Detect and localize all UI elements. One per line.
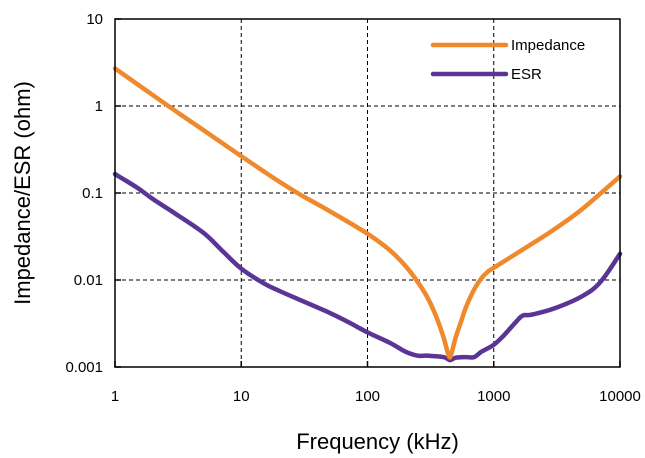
x-axis-ticks: 1 10 100 1000 10000: [111, 361, 641, 405]
y-axis-title: Impedance/ESR (ohm): [10, 81, 35, 305]
x-tick-label: 10: [233, 388, 250, 405]
x-tick-label: 10000: [599, 388, 641, 405]
x-tick-label: 100: [355, 388, 380, 405]
x-axis-title: Frequency (kHz): [296, 429, 459, 454]
series-lines: [112, 66, 623, 363]
grid-lines: [115, 19, 620, 367]
y-tick-label: 0.01: [74, 272, 103, 289]
legend-label-esr: ESR: [511, 66, 542, 83]
legend-label-impedance: Impedance: [511, 37, 585, 54]
series-line-impedance: [112, 66, 623, 360]
y-tick-label: 10: [86, 11, 103, 28]
legend: Impedance ESR: [430, 37, 585, 83]
y-tick-label: 0.1: [82, 185, 103, 202]
x-tick-label: 1: [111, 388, 119, 405]
x-tick-label: 1000: [477, 388, 510, 405]
y-tick-label: 0.001: [65, 359, 103, 376]
y-tick-label: 1: [95, 98, 103, 115]
y-axis-ticks: 0.001 0.01 0.1 1 10: [65, 11, 121, 376]
series-line-esr: [112, 171, 623, 363]
